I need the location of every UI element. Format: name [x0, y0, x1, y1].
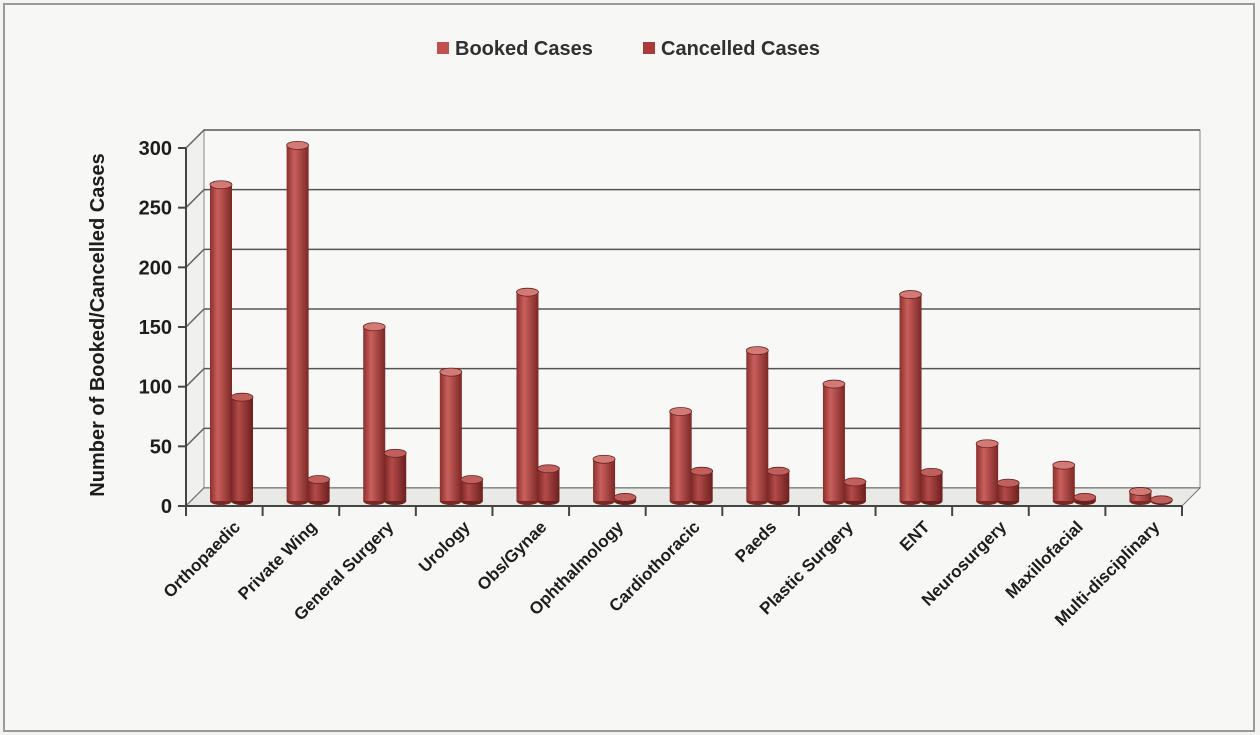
y-tick-label: 250 — [139, 198, 172, 220]
bar-booked-neurosurgery — [975, 439, 999, 505]
bar-cancelled-urology — [460, 475, 484, 505]
bars — [209, 140, 1173, 505]
bar-booked-obs-gynae — [516, 287, 539, 505]
bar-cancelled-ophthalmology — [613, 493, 637, 505]
bar-booked-ophthalmology — [592, 454, 616, 505]
bar-cancelled-cardiothoracic — [690, 466, 714, 505]
legend-swatch-booked — [437, 42, 449, 54]
bar-booked-cardiothoracic — [669, 407, 693, 505]
y-axis-title: Number of Booked/Cancelled Cases — [87, 153, 109, 496]
bar-cancelled-obs-gynae — [537, 464, 560, 505]
bar-cancelled-general-surgery — [383, 448, 407, 505]
bar-booked-maxillofacial — [1052, 460, 1076, 505]
y-axis-ticks: 0 50 100 150 200 250 300 — [139, 138, 187, 518]
y-tick-label: 0 — [161, 496, 172, 518]
bar-cancelled-neurosurgery — [996, 478, 1020, 505]
legend-label-booked: Booked Cases — [455, 38, 593, 60]
x-tick-label: Obs/Gynae — [474, 517, 551, 594]
bar-booked-general-surgery — [362, 322, 386, 505]
bar-booked-paeds — [745, 346, 769, 505]
x-tick-label: Orthopaedic — [160, 517, 244, 601]
plot-back-wall — [185, 128, 1201, 508]
bar-booked-private-wing — [286, 140, 310, 505]
bar-cancelled-maxillofacial — [1073, 493, 1097, 505]
y-tick-label: 50 — [150, 436, 172, 458]
legend-swatch-cancelled — [643, 42, 655, 54]
bar-booked-multi-disciplinary — [1128, 487, 1152, 505]
bar-booked-orthopaedic — [209, 180, 233, 505]
y-tick-label: 200 — [139, 257, 172, 279]
legend: Booked Cases Cancelled Cases — [437, 38, 820, 60]
x-tick-label: Maxillofacial — [1002, 517, 1087, 602]
y-tick-label: 150 — [139, 317, 172, 339]
legend-label-cancelled: Cancelled Cases — [661, 38, 820, 60]
bar-cancelled-paeds — [766, 466, 790, 505]
bar-cancelled-plastic-surgery — [843, 477, 867, 505]
x-tick-label: Private Wing — [234, 517, 320, 603]
bar-cancelled-private-wing — [307, 475, 331, 505]
bar-booked-urology — [439, 367, 463, 505]
x-tick-label: Paeds — [731, 517, 780, 566]
x-tick-label: ENT — [896, 517, 934, 555]
y-tick-label: 300 — [139, 138, 172, 160]
bar-cancelled-orthopaedic — [230, 392, 254, 505]
bar-booked-ent — [899, 290, 922, 505]
bar-cancelled-multi-disciplinary — [1149, 495, 1173, 505]
bar-booked-plastic-surgery — [822, 379, 846, 505]
y-tick-label: 100 — [139, 377, 172, 399]
x-tick-label: Urology — [415, 517, 474, 576]
bar-cancelled-ent — [920, 467, 943, 505]
